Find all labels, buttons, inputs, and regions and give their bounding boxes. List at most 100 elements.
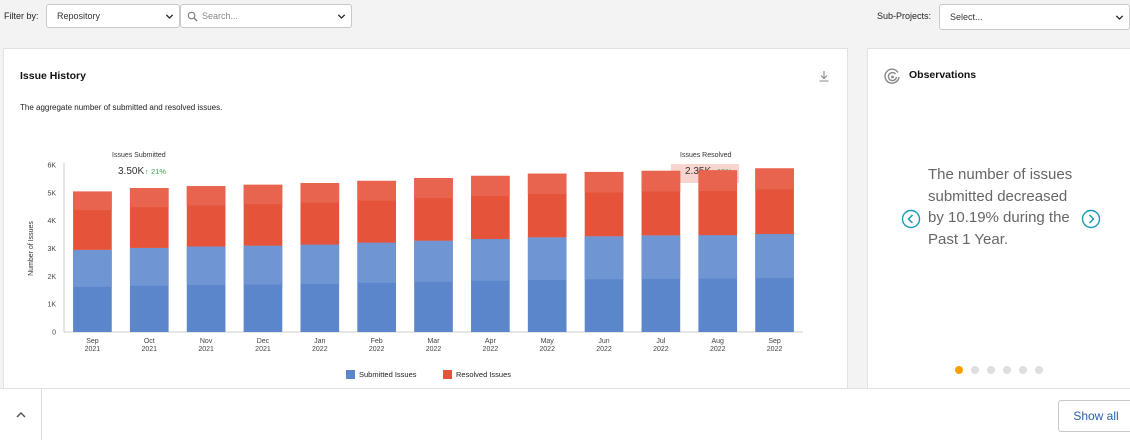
repository-select[interactable]: Repository xyxy=(46,4,180,28)
x-tick-label: 2021 xyxy=(141,346,157,353)
pagination-dot[interactable] xyxy=(1019,366,1027,374)
x-tick-label: May xyxy=(541,338,555,345)
pagination-dot[interactable] xyxy=(987,366,995,374)
x-tick-label: 2022 xyxy=(596,346,612,353)
y-axis-label: Number of Issues xyxy=(28,221,35,276)
y-tick-label: 3K xyxy=(47,246,56,253)
bottom-bar: Show all xyxy=(0,388,1130,440)
bar-resolved-highlight xyxy=(527,173,567,195)
legend-label[interactable]: Submitted Issues xyxy=(359,370,417,379)
y-tick-label: 0 xyxy=(52,330,56,337)
legend-label[interactable]: Resolved Issues xyxy=(456,370,511,379)
bar-resolved-highlight xyxy=(129,188,169,208)
bar-resolved-highlight xyxy=(414,178,453,199)
bar-submitted-highlight xyxy=(527,237,567,280)
x-tick-label: 2021 xyxy=(198,346,214,353)
y-tick-label: 6K xyxy=(47,163,56,170)
x-tick-label: 2022 xyxy=(710,346,726,353)
bar-resolved-highlight xyxy=(243,184,283,205)
legend-swatch xyxy=(346,370,355,379)
bar-resolved-highlight xyxy=(584,171,624,193)
issues-submitted-change-arrow: ↑ xyxy=(145,167,149,176)
issues-resolved-value: 2.35K xyxy=(685,166,711,177)
bar-resolved-highlight xyxy=(641,170,681,192)
x-tick-label: 2022 xyxy=(426,346,442,353)
repository-select-value: Repository xyxy=(57,11,101,21)
bar-submitted-highlight xyxy=(129,247,169,286)
y-tick-label: 2K xyxy=(47,274,56,281)
observations-icon xyxy=(884,68,900,84)
filter-by-label: Filter by: xyxy=(4,11,39,21)
chevron-down-icon xyxy=(159,5,179,27)
sub-projects-label: Sub-Projects: xyxy=(877,11,932,21)
bar-submitted-highlight xyxy=(471,239,510,281)
issues-submitted-label: Issues Submitted xyxy=(112,152,166,159)
chevron-down-icon xyxy=(331,5,351,27)
bar-submitted-highlight xyxy=(73,249,112,287)
x-tick-label: Apr xyxy=(485,338,497,345)
x-tick-label: 2022 xyxy=(312,346,328,353)
bar-submitted-highlight xyxy=(755,234,794,279)
x-tick-label: 2022 xyxy=(483,346,499,353)
search-select[interactable]: Search... xyxy=(180,4,352,28)
x-tick-label: 2022 xyxy=(653,346,669,353)
legend-swatch xyxy=(443,370,452,379)
bar-resolved-highlight xyxy=(471,175,510,197)
x-tick-label: 2022 xyxy=(539,346,555,353)
sub-projects-select[interactable]: Select... xyxy=(939,4,1130,30)
x-tick-label: Nov xyxy=(200,338,213,345)
observations-title: Observations xyxy=(909,69,977,81)
download-icon[interactable] xyxy=(817,69,831,83)
filter-bar: Filter by: Repository Search... Sub-Proj… xyxy=(0,0,1130,40)
x-tick-label: 2022 xyxy=(369,346,385,353)
x-tick-label: Feb xyxy=(371,338,383,345)
issues-resolved-label: Issues Resolved xyxy=(680,152,731,159)
sub-projects-select-value: Select... xyxy=(950,12,983,22)
observation-text: The number of issues submitted decreased… xyxy=(928,166,1073,248)
pagination-dot[interactable] xyxy=(955,366,963,374)
issue-history-subtitle: The aggregate number of submitted and re… xyxy=(20,103,223,112)
x-tick-label: 2021 xyxy=(255,346,271,353)
bar-submitted-highlight xyxy=(414,240,453,282)
issues-submitted-change: 21% xyxy=(151,167,166,176)
y-tick-label: 5K xyxy=(47,190,56,197)
bar-resolved-highlight xyxy=(73,191,112,211)
bar-submitted-highlight xyxy=(641,235,681,279)
y-tick-label: 4K xyxy=(47,218,56,225)
x-tick-label: Mar xyxy=(427,338,440,345)
x-tick-label: 2021 xyxy=(85,346,101,353)
collapse-button[interactable] xyxy=(0,389,42,440)
previous-observation-button[interactable] xyxy=(901,209,921,229)
chevron-down-icon xyxy=(1109,5,1129,29)
pagination-dot[interactable] xyxy=(971,366,979,374)
bar-resolved-highlight xyxy=(755,168,794,190)
pagination-dot[interactable] xyxy=(1003,366,1011,374)
x-tick-label: Aug xyxy=(711,338,724,345)
chevron-up-icon xyxy=(15,411,26,418)
bar-submitted-highlight xyxy=(584,236,624,280)
bar-submitted-highlight xyxy=(357,242,396,283)
bar-resolved-highlight xyxy=(698,170,738,192)
bar-resolved-highlight xyxy=(186,186,226,206)
pagination-dot[interactable] xyxy=(1035,366,1043,374)
next-observation-button[interactable] xyxy=(1081,209,1101,229)
bar-submitted-highlight xyxy=(186,246,226,286)
bar-resolved-highlight xyxy=(300,183,340,203)
issues-submitted-value: 3.50K xyxy=(118,166,144,177)
x-tick-label: Jun xyxy=(598,338,609,345)
x-tick-label: Oct xyxy=(144,338,155,345)
x-tick-label: Jul xyxy=(656,338,665,345)
x-tick-label: Sep xyxy=(768,338,781,345)
bar-submitted-highlight xyxy=(243,245,283,285)
x-tick-label: Dec xyxy=(257,338,270,345)
issue-history-chart: Issues Submitted 3.50K ↑ 21% Issues Reso… xyxy=(28,152,803,379)
search-input[interactable]: Search... xyxy=(202,11,239,21)
observation-pagination xyxy=(955,366,1043,374)
bar-submitted-highlight xyxy=(698,235,738,279)
search-icon xyxy=(187,10,199,22)
issue-history-title: Issue History xyxy=(20,70,86,82)
x-tick-label: Sep xyxy=(86,338,99,345)
show-all-button[interactable]: Show all xyxy=(1058,400,1130,432)
x-tick-label: Jan xyxy=(314,338,325,345)
bar-submitted-highlight xyxy=(300,244,340,284)
